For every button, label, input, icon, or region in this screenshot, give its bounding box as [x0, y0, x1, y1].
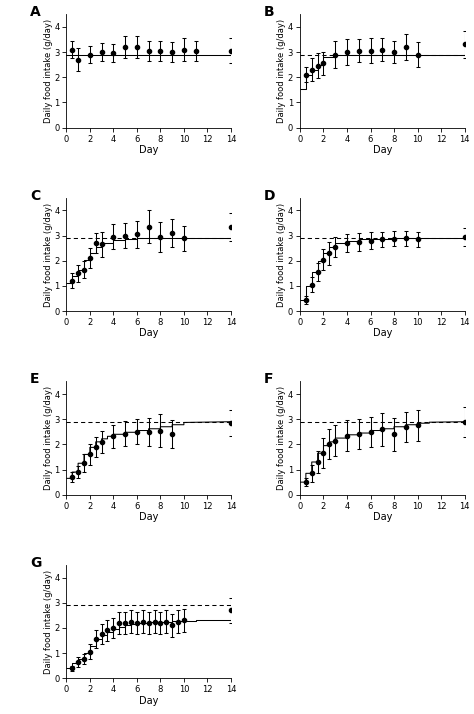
Y-axis label: Daily food intake (g/day): Daily food intake (g/day)	[44, 386, 53, 490]
X-axis label: Day: Day	[373, 145, 392, 155]
Text: E: E	[30, 373, 40, 386]
Y-axis label: Daily food intake (g/day): Daily food intake (g/day)	[277, 203, 286, 306]
Y-axis label: Daily food intake (g/day): Daily food intake (g/day)	[44, 570, 53, 674]
X-axis label: Day: Day	[139, 145, 158, 155]
Text: D: D	[264, 188, 275, 203]
Y-axis label: Daily food intake (g/day): Daily food intake (g/day)	[277, 386, 286, 490]
Y-axis label: Daily food intake (g/day): Daily food intake (g/day)	[277, 19, 286, 123]
Text: C: C	[30, 188, 40, 203]
X-axis label: Day: Day	[139, 695, 158, 705]
X-axis label: Day: Day	[373, 328, 392, 338]
X-axis label: Day: Day	[373, 512, 392, 522]
Text: G: G	[30, 556, 42, 570]
X-axis label: Day: Day	[139, 512, 158, 522]
Y-axis label: Daily food intake (g/day): Daily food intake (g/day)	[44, 203, 53, 306]
Text: B: B	[264, 5, 274, 19]
Text: F: F	[264, 373, 273, 386]
Text: A: A	[30, 5, 41, 19]
Y-axis label: Daily food intake (g/day): Daily food intake (g/day)	[44, 19, 53, 123]
X-axis label: Day: Day	[139, 328, 158, 338]
